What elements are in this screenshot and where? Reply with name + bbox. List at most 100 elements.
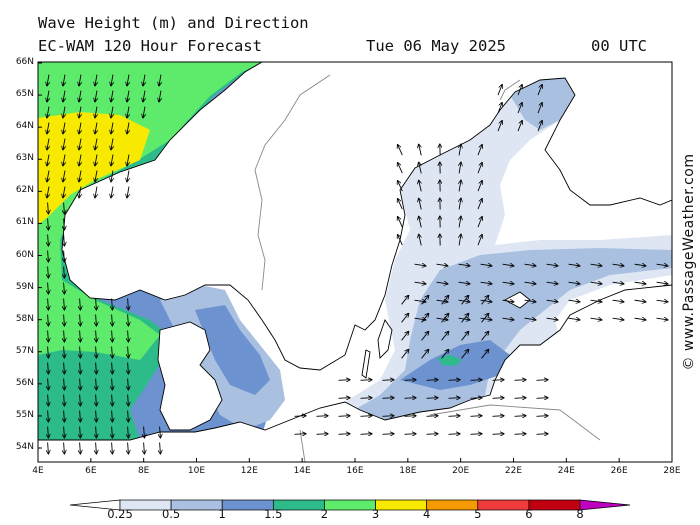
wave-direction-arrow: [441, 296, 449, 305]
wave-direction-arrow: [404, 416, 416, 417]
wave-direction-arrow: [127, 186, 129, 198]
wave-direction-arrow: [48, 282, 49, 294]
wave-direction-arrow: [477, 163, 482, 174]
wave-direction-arrow: [95, 154, 97, 166]
wave-direction-arrow: [634, 318, 646, 320]
wave-direction-arrow: [48, 234, 49, 246]
latitude-label: 66N: [15, 57, 34, 67]
wave-direction-arrow: [64, 378, 65, 390]
wave-direction-arrow: [517, 85, 522, 96]
longitude-label: 4E: [32, 466, 44, 476]
latitude-label: 62N: [15, 185, 34, 196]
wave-direction-arrow: [421, 296, 429, 305]
wave-direction-arrow: [127, 74, 129, 86]
wave-direction-arrow: [480, 264, 492, 266]
wave-direction-arrow: [382, 434, 394, 435]
wave-direction-arrow: [502, 300, 514, 302]
latitude-label: 59N: [15, 281, 34, 292]
wave-direction-arrow: [514, 398, 526, 399]
wave-direction-arrow: [436, 282, 448, 284]
wave-direction-arrow: [524, 282, 536, 284]
wave-direction-arrow: [79, 138, 81, 150]
wave-direction-arrow: [96, 410, 97, 422]
wave-direction-arrow: [401, 296, 409, 305]
wave-direction-arrow: [537, 103, 542, 114]
wave-direction-arrow: [492, 398, 504, 399]
wave-direction-arrow: [401, 350, 409, 359]
wave-direction-arrow: [47, 170, 49, 182]
wave-direction-arrow: [502, 282, 514, 284]
wave-direction-arrow: [414, 264, 426, 266]
wave-direction-arrow: [79, 154, 81, 166]
wave-direction-arrow: [80, 362, 81, 374]
wave-direction-arrow: [419, 145, 421, 156]
wave-direction-arrow: [421, 332, 429, 341]
wave-direction-arrow: [80, 298, 81, 310]
wave-direction-arrow: [517, 121, 522, 132]
wave-direction-arrow: [441, 332, 449, 341]
wave-direction-arrow: [48, 442, 49, 454]
wave-direction-arrow: [461, 332, 469, 341]
wave-direction-arrow: [96, 314, 97, 326]
wave-direction-arrow: [470, 434, 482, 435]
wave-direction-arrow: [128, 442, 129, 454]
wave-direction-arrow: [80, 426, 81, 438]
legend-label: 8: [576, 507, 584, 521]
wave-direction-arrow: [79, 122, 81, 134]
wave-direction-arrow: [481, 314, 489, 323]
wave-direction-arrow: [111, 170, 113, 182]
wave-direction-arrow: [128, 378, 129, 390]
wave-direction-arrow: [64, 394, 65, 406]
wave-direction-arrow: [398, 163, 403, 174]
wave-direction-arrow: [63, 106, 65, 118]
land-norway-sweden-finland: [61, 62, 672, 371]
wave-direction-arrow: [382, 416, 394, 417]
wave-direction-arrow: [112, 426, 113, 438]
legend-label: 1.5: [264, 507, 283, 521]
legend-label: 3: [371, 507, 380, 521]
wave-direction-arrow: [95, 138, 97, 150]
latitude-label: 58N: [15, 313, 34, 324]
wave-direction-arrow: [144, 442, 145, 454]
wave-direction-arrow: [536, 434, 548, 435]
wave-direction-arrow: [419, 217, 421, 228]
wave-direction-arrow: [79, 106, 81, 118]
wave-direction-arrow: [546, 300, 558, 302]
forecast-time: 00 UTC: [591, 37, 647, 55]
wave-direction-arrow: [477, 145, 482, 156]
wave-direction-arrow: [64, 202, 65, 214]
legend-label: 0.5: [161, 507, 181, 521]
wave-direction-arrow: [568, 318, 580, 320]
wave-direction-arrow: [426, 380, 438, 381]
wave-direction-arrow: [63, 74, 65, 86]
wave-direction-arrow: [48, 330, 49, 342]
wave-direction-arrow: [96, 362, 97, 374]
wave-direction-arrow: [426, 416, 438, 417]
wave-direction-arrow: [64, 362, 65, 374]
wave-direction-arrow: [96, 330, 97, 342]
wave-direction-arrow: [458, 264, 470, 266]
wave-direction-arrow: [95, 106, 97, 118]
wave-direction-arrow: [546, 282, 558, 284]
wave-direction-arrow: [95, 90, 97, 102]
longitude-label: 14E: [293, 466, 311, 476]
wave-direction-arrow: [458, 282, 470, 284]
wave-direction-arrow: [461, 350, 469, 359]
wave-direction-arrow: [480, 300, 492, 302]
wave-direction-arrow: [112, 394, 113, 406]
wave-direction-arrow: [128, 426, 129, 438]
wave-direction-arrow: [64, 330, 65, 342]
wave-direction-arrow: [404, 398, 416, 399]
wave-direction-arrow: [80, 346, 81, 358]
wave-direction-arrow: [80, 330, 81, 342]
longitude-label: 18E: [399, 466, 417, 476]
wave-zone-1-1.5m-skagerrak: [195, 305, 270, 395]
wave-direction-arrow: [497, 103, 502, 114]
wave-direction-arrow: [47, 74, 49, 86]
wave-direction-arrow: [448, 398, 460, 399]
legend-swatch-max: [579, 499, 631, 511]
wave-direction-arrow: [517, 103, 522, 114]
wave-direction-arrow: [96, 298, 97, 310]
wave-direction-arrow: [481, 350, 489, 359]
wave-direction-arrow: [480, 282, 492, 284]
